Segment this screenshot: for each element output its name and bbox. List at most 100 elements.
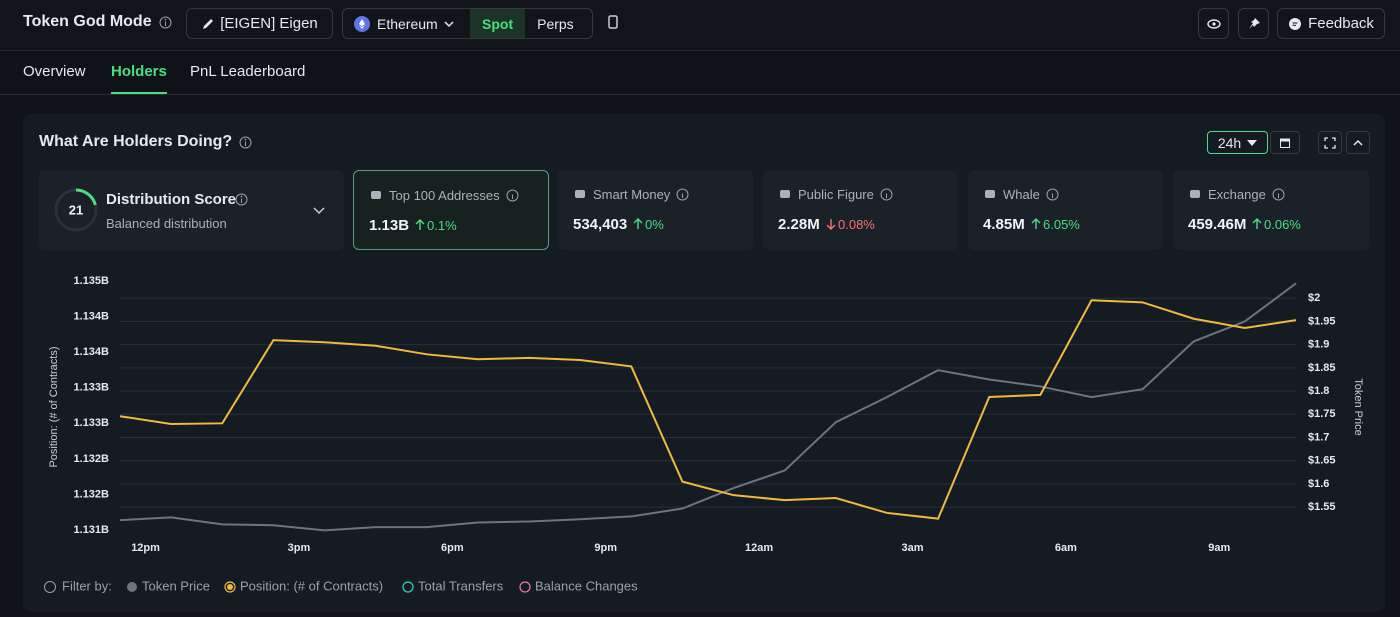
info-icon xyxy=(880,188,893,201)
edit-icon xyxy=(203,18,214,29)
legend-label[interactable]: Total Transfers xyxy=(418,578,504,593)
info-icon xyxy=(239,136,252,149)
y2-tick-label: $1.6 xyxy=(1308,478,1329,490)
market-selector: Ethereum Spot Perps xyxy=(342,8,593,39)
y2-axis-label: Token Price xyxy=(1352,378,1364,435)
legend-dot xyxy=(127,582,137,592)
score-card[interactable]: 21 Distribution Score Balanced distribut… xyxy=(39,170,344,250)
score-arc xyxy=(75,188,97,206)
metric-card[interactable]: Top 100 Addresses 1.13B 0.1% xyxy=(353,170,549,250)
score-value: 21 xyxy=(69,202,83,217)
metric-card[interactable]: Public Figure 2.28M 0.08% xyxy=(763,170,958,250)
legend-label[interactable]: Position: (# of Contracts) xyxy=(240,578,383,593)
x-tick-label: 12am xyxy=(745,542,773,554)
change-arrow xyxy=(1031,218,1041,229)
tab[interactable]: Overview xyxy=(23,63,86,80)
x-tick-label: 12pm xyxy=(131,542,160,554)
range-selector[interactable]: 24h xyxy=(1207,131,1268,154)
info-icon xyxy=(1046,188,1059,201)
mode-toggle[interactable]: Spot xyxy=(470,9,526,38)
y2-tick-label: $1.65 xyxy=(1308,455,1336,467)
info-icon xyxy=(1272,188,1285,201)
y-tick-label: 1.133B xyxy=(74,417,110,429)
icon-shape xyxy=(575,190,585,198)
change-arrow xyxy=(1252,218,1262,229)
card-icon xyxy=(575,190,585,198)
card-label: Smart Money xyxy=(593,187,671,202)
card-label: Whale xyxy=(1003,187,1040,202)
change-arrow xyxy=(826,219,836,230)
caret xyxy=(1247,139,1258,146)
mode-toggle[interactable]: Perps xyxy=(537,15,574,32)
legend-label[interactable]: Token Price xyxy=(142,578,210,593)
y-tick-label: 1.132B xyxy=(74,453,110,465)
fullscreen-button[interactable] xyxy=(1318,131,1342,154)
metric-card[interactable]: Smart Money 534,403 0% xyxy=(558,170,753,250)
arrow-shape xyxy=(826,219,836,230)
feedback-button[interactable]: Feedback xyxy=(1277,8,1385,39)
legend-label[interactable]: Balance Changes xyxy=(535,578,638,593)
x-tick-label: 3pm xyxy=(288,542,311,554)
metric-card[interactable]: Whale 4.85M 6.05% xyxy=(968,170,1163,250)
chain-name: Ethereum xyxy=(377,15,438,32)
card-value: 2.28M xyxy=(778,216,820,233)
info-ring xyxy=(44,581,56,593)
card-change: 0.08% xyxy=(838,217,875,232)
card-value: 459.46M xyxy=(1188,216,1247,233)
info-ring xyxy=(506,189,519,202)
pin-icon xyxy=(1248,17,1260,29)
token-selector[interactable]: [EIGEN] Eigen xyxy=(186,8,333,39)
y2-tick-label: $1.8 xyxy=(1308,385,1329,397)
app-title: Token God Mode xyxy=(23,13,152,30)
chain-selector[interactable]: Ethereum xyxy=(343,9,470,38)
info-icon xyxy=(235,193,248,206)
x-tick-label: 9pm xyxy=(594,542,617,554)
card-icon xyxy=(1190,190,1200,198)
y-tick-label: 1.133B xyxy=(74,382,110,394)
card-label: Exchange xyxy=(1208,187,1266,202)
calendar-button[interactable] xyxy=(1270,131,1300,154)
series-line xyxy=(119,299,1297,520)
score-gauge: 21 xyxy=(54,188,98,232)
legend-ring xyxy=(402,581,414,593)
x-tick-label: 9am xyxy=(1208,542,1230,554)
tab[interactable]: Holders xyxy=(111,63,167,80)
card-label: Public Figure xyxy=(798,187,874,202)
info-ring xyxy=(1272,188,1285,201)
y2-tick-label: $2 xyxy=(1308,292,1320,304)
score-subtitle: Balanced distribution xyxy=(106,216,227,231)
eye-icon xyxy=(1206,18,1221,29)
x-tick-label: 3am xyxy=(902,542,924,554)
change-arrow xyxy=(415,219,425,230)
token-name: [EIGEN] Eigen xyxy=(220,15,318,32)
y-tick-label: 1.131B xyxy=(74,524,110,536)
panel-title: What Are Holders Doing? xyxy=(39,133,233,150)
x-tick-label: 6am xyxy=(1055,542,1077,554)
y2-tick-label: $1.75 xyxy=(1308,408,1336,420)
y-tick-label: 1.135B xyxy=(74,275,110,287)
pin-button[interactable] xyxy=(1238,8,1269,39)
arrow-shape xyxy=(1252,218,1262,229)
card-value: 4.85M xyxy=(983,216,1025,233)
tab[interactable]: PnL Leaderboard xyxy=(190,63,306,80)
icon-shape xyxy=(371,191,381,199)
legend-ring xyxy=(224,581,236,593)
watch-button[interactable] xyxy=(1198,8,1229,39)
chat-icon xyxy=(1289,17,1302,30)
y2-tick-label: $1.95 xyxy=(1308,315,1336,327)
icon-shape xyxy=(1190,190,1200,198)
collapse-button[interactable] xyxy=(1346,131,1370,154)
card-icon xyxy=(371,191,381,199)
info-icon xyxy=(506,189,519,202)
info-ring xyxy=(676,188,689,201)
metric-card[interactable]: Exchange 459.46M 0.06% xyxy=(1173,170,1369,250)
card-label: Top 100 Addresses xyxy=(389,188,500,203)
copy-icon[interactable] xyxy=(607,15,619,30)
y-tick-label: 1.132B xyxy=(74,488,110,500)
card-change: 6.05% xyxy=(1043,217,1080,232)
tab-underline xyxy=(111,92,167,94)
y2-tick-label: $1.85 xyxy=(1308,362,1336,374)
y2-tick-label: $1.9 xyxy=(1308,339,1329,351)
tab-divider xyxy=(0,94,1400,95)
